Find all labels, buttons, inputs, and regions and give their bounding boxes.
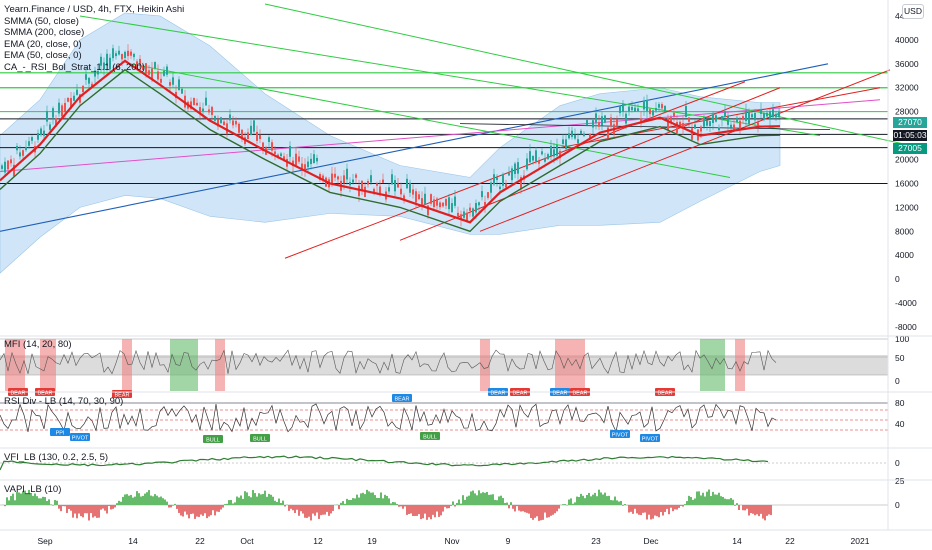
trend-lines xyxy=(0,3,921,259)
vfi-title[interactable]: VFI_LB (130, 0.2, 2.5, 5) xyxy=(4,452,109,463)
price-tick-label: 8000 xyxy=(895,226,914,236)
price-tick-label: 4000 xyxy=(895,250,914,260)
vfi-tick: 0 xyxy=(895,458,900,468)
rsi-tick: 80 xyxy=(895,398,905,408)
price-tick-label: 0 xyxy=(895,274,900,284)
signal-label: BEAR xyxy=(491,391,506,397)
legend-smma200[interactable]: SMMA (200, close) xyxy=(4,27,85,38)
vfi-pane: 0 xyxy=(0,455,900,471)
mfi-tick: 0 xyxy=(895,376,900,386)
price-tick-label: 40000 xyxy=(895,35,919,45)
time-tick-label: Dec xyxy=(643,536,659,546)
mfi-tick: 100 xyxy=(895,334,909,344)
vapi-title[interactable]: VAPI_LB (10) xyxy=(4,484,62,495)
signal-label: BEAR xyxy=(553,391,568,397)
signal-label: BULL xyxy=(253,437,267,443)
signal-label: PIVOT xyxy=(642,437,659,443)
bollinger-band-area xyxy=(0,12,781,274)
time-tick-label: 23 xyxy=(591,536,601,546)
price-axis[interactable]: 4400040000360003200028000240002000016000… xyxy=(895,11,919,332)
time-axis[interactable]: Sep 14 22 Oct 12 19 Nov 9 23 Dec 14 22 2021 xyxy=(37,536,869,546)
signal-pivot xyxy=(70,433,90,441)
signal-label: PIVOT xyxy=(612,433,629,439)
signal-pivot xyxy=(640,434,660,442)
signal-bull xyxy=(203,435,223,443)
signal-bear xyxy=(392,394,412,402)
vapi-pane: 25 0 xyxy=(0,476,905,521)
signal-label: BEAR xyxy=(395,397,410,403)
time-tick-label: 14 xyxy=(128,536,138,546)
heikin-ashi-candles xyxy=(1,44,780,227)
price-tick-label: 32000 xyxy=(895,83,919,93)
legend-smma50[interactable]: SMMA (50, close) xyxy=(4,15,79,27)
last-price-tag: 27070 xyxy=(893,117,927,128)
ema-50-line xyxy=(0,68,781,233)
signal-label: PIVOT xyxy=(72,436,89,442)
signal-label: BULL xyxy=(206,438,220,444)
price-tag-2: 27005 xyxy=(893,143,927,154)
price-tick-label: 16000 xyxy=(895,178,919,188)
currency-button[interactable]: USD xyxy=(902,4,924,19)
signal-bull xyxy=(420,432,440,440)
price-tick-label: 20000 xyxy=(895,155,919,165)
price-tick-label: 28000 xyxy=(895,107,919,117)
mfi-pane: 100 50 0 xyxy=(0,334,909,391)
rsi-title[interactable]: RSI Div - LB (14, 70, 30, 90) xyxy=(4,396,124,407)
signal-label: BEAR xyxy=(115,393,130,399)
signal-label: BEAR xyxy=(658,391,673,397)
signal-label: BEAR xyxy=(38,391,53,397)
ema-20-line xyxy=(0,59,781,224)
rsi-pane: BEAR BEAR BEAR BEAR BEAR BEAR BEAR BEAR BEAR PPI P… xyxy=(0,388,905,444)
price-tick-label: 36000 xyxy=(895,59,919,69)
time-tick-label: 12 xyxy=(313,536,323,546)
signal-ppi xyxy=(50,428,70,436)
signal-label: BEAR xyxy=(513,391,528,397)
price-tick-label: 12000 xyxy=(895,202,919,212)
signal-label: PPI xyxy=(56,431,65,437)
vapi-tick: 25 xyxy=(895,476,905,486)
time-tick-label: 2021 xyxy=(851,536,870,546)
chart-title: Yearn.Finance / USD, 4h, FTX, Heikin Ash… xyxy=(4,4,185,15)
signal-label: BULL xyxy=(423,435,437,441)
chart-legend: Yearn.Finance / USD, 4h, FTX, Heikin Ash… xyxy=(4,4,184,73)
time-tick-label: 22 xyxy=(195,536,205,546)
time-tick-label: 9 xyxy=(506,536,511,546)
legend-rsi-bol-strat[interactable]: CA_-_RSI_Bol_Strat_1.1 (6, 200) xyxy=(4,61,145,73)
signal-label: BEAR xyxy=(11,391,26,397)
legend-ema20[interactable]: EMA (20, close, 0) xyxy=(4,38,82,50)
vapi-tick: 0 xyxy=(895,500,900,510)
legend-ema50[interactable]: EMA (50, close, 0) xyxy=(4,50,82,61)
countdown-tag: 01:05:03 xyxy=(893,130,927,141)
rsi-tick: 40 xyxy=(895,419,905,429)
signal-label: BEAR xyxy=(573,391,588,397)
price-tick-label: -4000 xyxy=(895,298,917,308)
mfi-title[interactable]: MFI (14, 20, 80) xyxy=(4,339,72,350)
time-tick-label: 14 xyxy=(732,536,742,546)
time-tick-label: 19 xyxy=(367,536,377,546)
signal-pivot xyxy=(610,430,630,438)
signal-bull xyxy=(250,434,270,442)
time-tick-label: Oct xyxy=(240,536,254,546)
time-tick-label: Nov xyxy=(444,536,460,546)
price-tick-label: -8000 xyxy=(895,322,917,332)
time-tick-label: 22 xyxy=(785,536,795,546)
mfi-tick: 50 xyxy=(895,353,905,363)
time-tick-label: Sep xyxy=(37,536,52,546)
